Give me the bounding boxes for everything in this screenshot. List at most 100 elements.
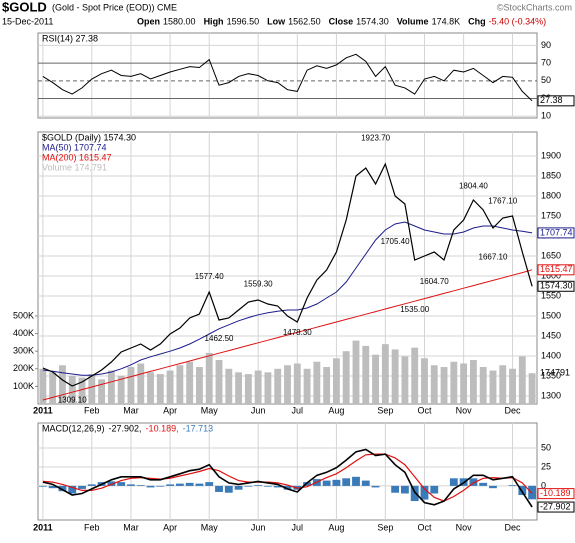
histogram-bar: [215, 485, 223, 492]
x-tick-label: Feb: [84, 405, 100, 415]
value-box-label: 1707.74: [540, 227, 573, 237]
y-tick-label: 1900: [541, 150, 561, 160]
histogram-bar: [410, 485, 419, 502]
volume-bar: [78, 377, 86, 404]
x-tick-label: Sep: [377, 405, 393, 415]
y-tick-label: 1350: [541, 370, 561, 380]
legend-entry: $GOLD (Daily) 1574.30: [42, 132, 136, 142]
annotation: 1462.50: [205, 334, 234, 343]
annotation: 1705.40: [381, 237, 410, 246]
panel: [37, 131, 538, 405]
series-line: [42, 53, 533, 102]
x-tick-label: May: [201, 522, 219, 532]
histogram-bar: [322, 480, 331, 486]
stat-label: High: [204, 16, 224, 26]
volume-bar: [107, 370, 115, 404]
volume-bar: [411, 347, 419, 404]
volume-bar: [264, 372, 272, 404]
volume-bar: [147, 372, 154, 404]
y-tick-label: 50: [541, 442, 551, 452]
histogram-bar: [391, 485, 400, 493]
y2-tick-label: 100K: [13, 381, 34, 391]
x-tick-label: May: [201, 405, 219, 415]
date: 15-Dec-2011: [2, 16, 53, 26]
y-tick-label: 70: [541, 57, 551, 67]
x-tick-label: Oct: [417, 405, 432, 415]
value-box: [537, 280, 575, 292]
volume-bar: [381, 344, 389, 404]
volume-bar: [137, 363, 145, 404]
y-tick-label: 1650: [541, 250, 561, 260]
histogram-bar: [479, 482, 488, 486]
value-box: [537, 488, 575, 500]
legend-entry: RSI(14) 27.38: [42, 33, 98, 43]
volume-bar: [68, 375, 76, 404]
volume-bar: [489, 370, 497, 404]
stat-value: 1596.50: [227, 16, 260, 26]
volume-bar: [303, 368, 311, 404]
x-tick-label: Jun: [251, 405, 266, 415]
stat-label: Close: [329, 16, 354, 26]
x-tick-label: Nov: [456, 522, 473, 532]
volume-bar: [421, 358, 428, 404]
x-tick-label: Jun: [251, 522, 266, 532]
volume-bar: [59, 365, 66, 404]
histogram-bar: [166, 484, 175, 486]
volume-bar: [254, 370, 262, 404]
credit: ©StockCharts.com: [497, 2, 572, 12]
annotation: 1577.40: [195, 272, 224, 281]
y-tick-label: 90: [541, 40, 551, 50]
y-tick-label: 50: [541, 75, 551, 85]
annotation: 1804.40: [459, 181, 488, 190]
legend-entry: -10.189,: [146, 423, 179, 433]
volume-bar: [176, 365, 184, 404]
y2-tick-label: 200K: [13, 363, 34, 373]
volume-bar: [284, 365, 291, 404]
volume-bar: [391, 349, 399, 404]
histogram-bar: [224, 485, 233, 493]
histogram-bar: [234, 485, 243, 490]
x-tick-label: Dec: [505, 405, 522, 415]
volume-bar: [332, 358, 340, 404]
stat-value: 1574.30: [356, 16, 389, 26]
volume-bar: [460, 363, 468, 404]
volume-bar: [479, 367, 487, 404]
panel: [37, 422, 538, 521]
histogram-bar: [68, 485, 77, 494]
volume-bar: [401, 356, 409, 404]
histogram-bar: [127, 484, 135, 486]
histogram-bar: [136, 485, 145, 486]
histogram-bar: [175, 483, 184, 486]
annotation: 1559.30: [244, 279, 273, 288]
annotation: 1535.00: [400, 305, 429, 314]
legend-entry: -27.902,: [109, 423, 142, 433]
y-tick-label: 1400: [541, 350, 561, 360]
y-tick-label: 0: [541, 480, 546, 490]
volume-bar: [342, 351, 350, 404]
stat-label: Open: [137, 16, 160, 26]
volume-bar: [117, 375, 125, 404]
histogram-bar: [205, 482, 214, 486]
annotation: 1667.10: [479, 252, 508, 261]
value-box-label: -10.189: [540, 488, 571, 498]
volume-bar: [127, 367, 135, 404]
histogram-bar: [489, 485, 497, 489]
volume-bar: [352, 340, 360, 404]
x-tick-label: Oct: [417, 522, 432, 532]
legend-entry: -17.713: [183, 423, 214, 433]
x-tick-label: Nov: [456, 405, 473, 415]
legend-entry: MA(50) 1707.74: [42, 142, 107, 152]
value-box-label: 1615.47: [540, 264, 573, 274]
value-box: [537, 264, 575, 276]
histogram-bar: [430, 485, 439, 494]
x-tick-label: Apr: [163, 405, 177, 415]
annotation: 1604.70: [420, 277, 449, 286]
y-tick-label: 1500: [541, 310, 561, 320]
histogram-bar: [508, 485, 517, 486]
volume-bar: [166, 370, 174, 404]
annotation: 1923.70: [361, 134, 390, 143]
volume-bar: [49, 372, 57, 404]
histogram-bar: [420, 485, 429, 500]
volume-bar: [215, 359, 223, 404]
